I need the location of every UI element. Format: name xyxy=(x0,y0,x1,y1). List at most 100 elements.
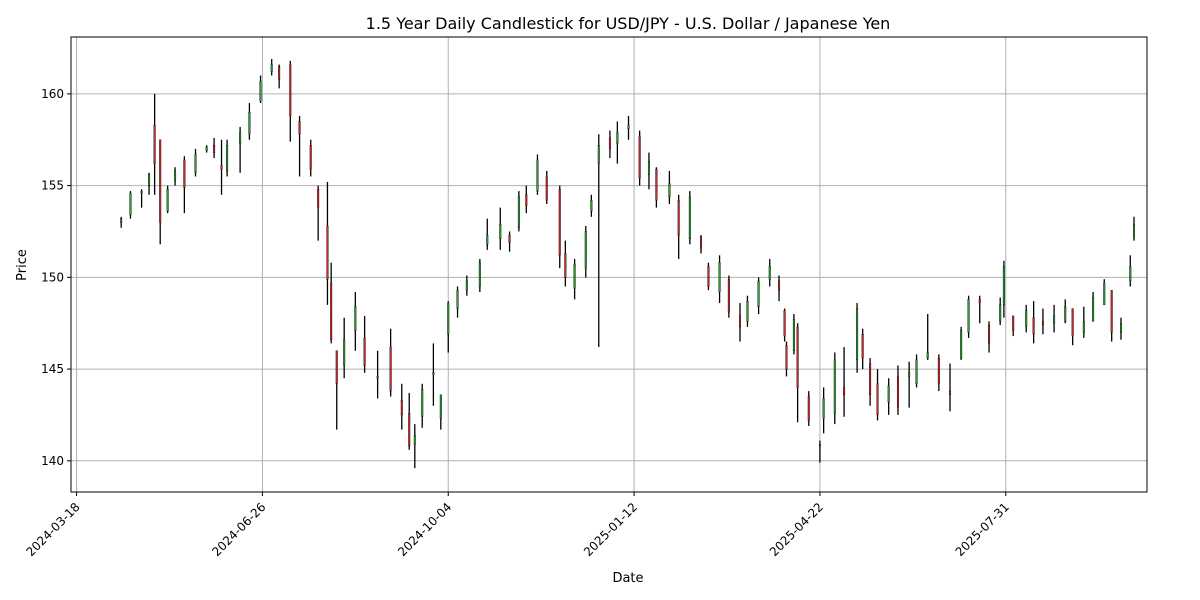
candle xyxy=(354,292,357,351)
candle-body xyxy=(278,66,281,80)
candle xyxy=(833,352,836,425)
candle-body xyxy=(120,218,123,223)
candle-body xyxy=(400,400,403,416)
candle xyxy=(988,321,991,353)
candle-body xyxy=(843,387,846,395)
candle-body xyxy=(668,183,671,197)
candle xyxy=(739,303,742,342)
candle xyxy=(688,191,691,245)
candle-body xyxy=(389,346,392,392)
candle-body xyxy=(289,64,292,117)
candle xyxy=(627,115,630,140)
candle-body xyxy=(807,396,810,421)
y-axis-ticks: 140 145 150 155 160 xyxy=(41,87,71,468)
candle-body xyxy=(220,165,223,170)
candle-body xyxy=(1041,321,1044,326)
candle xyxy=(785,341,788,377)
candle-body xyxy=(757,280,760,307)
candle xyxy=(564,240,567,287)
candle-body xyxy=(270,64,273,73)
candle xyxy=(608,130,611,159)
candle xyxy=(1053,304,1056,333)
candle-body xyxy=(298,121,301,135)
candle-body xyxy=(792,319,795,351)
candle-body xyxy=(153,124,156,164)
candle xyxy=(248,103,251,140)
candle xyxy=(400,383,403,430)
candle-body xyxy=(166,189,169,212)
candle xyxy=(807,391,810,426)
candle-body xyxy=(999,304,1002,322)
x-tick-label: 2024-06-26 xyxy=(209,500,268,559)
candle-body xyxy=(978,299,981,304)
candle-body xyxy=(1082,321,1085,333)
candle xyxy=(746,295,749,327)
candle xyxy=(421,383,424,428)
candle xyxy=(1041,308,1044,335)
candle-body xyxy=(937,357,940,384)
candle-body xyxy=(564,253,567,278)
candle-body xyxy=(818,444,821,447)
candle-body xyxy=(785,345,788,370)
candle xyxy=(647,152,650,190)
candle-body xyxy=(573,264,576,289)
candle xyxy=(499,207,502,250)
candle xyxy=(876,369,879,421)
candle xyxy=(1025,304,1028,333)
candle xyxy=(718,255,721,304)
x-tick-label: 2025-07-31 xyxy=(953,500,1012,559)
candle-body xyxy=(1071,308,1074,337)
candle xyxy=(536,154,539,195)
candle-body xyxy=(727,278,730,313)
candle xyxy=(343,317,346,379)
candle xyxy=(573,258,576,300)
candle xyxy=(967,295,970,338)
candle-body xyxy=(1132,223,1135,238)
candle-body xyxy=(822,398,825,419)
candle-body xyxy=(343,339,346,366)
candle-body xyxy=(226,145,229,172)
candle xyxy=(677,194,680,259)
candle-body xyxy=(363,337,366,366)
candle-body xyxy=(508,234,511,243)
candle-body xyxy=(616,132,619,144)
candle xyxy=(727,275,730,318)
candle-body xyxy=(183,159,186,188)
candle xyxy=(768,258,771,287)
candle-body xyxy=(647,161,650,175)
candle-body xyxy=(783,310,786,337)
candles xyxy=(120,59,1135,469)
candle xyxy=(239,126,242,173)
candle xyxy=(270,59,273,76)
candle xyxy=(413,424,416,469)
candle-body xyxy=(525,194,528,206)
candle-body xyxy=(1012,315,1015,331)
candle-body xyxy=(335,350,338,384)
candle-body xyxy=(194,154,197,173)
candle xyxy=(1129,255,1132,287)
candle xyxy=(205,145,208,153)
candle-body xyxy=(677,200,680,236)
candle xyxy=(778,275,781,302)
candle-body xyxy=(558,189,561,256)
candle-body xyxy=(432,372,435,375)
candle xyxy=(861,328,864,370)
candle xyxy=(1119,317,1122,340)
candle-body xyxy=(421,389,424,417)
candle xyxy=(447,301,450,353)
candle-body xyxy=(778,280,781,291)
candle xyxy=(517,191,520,232)
candle-body xyxy=(517,196,520,229)
candle-body xyxy=(259,80,262,102)
candle-body xyxy=(317,189,320,208)
candle xyxy=(999,297,1002,326)
candle-body xyxy=(796,326,799,388)
candle-body xyxy=(1129,266,1132,282)
candle xyxy=(783,308,786,342)
candle-body xyxy=(608,137,611,150)
y-tick-label: 160 xyxy=(41,87,64,101)
grid xyxy=(71,37,1147,492)
candle-body xyxy=(465,280,468,291)
candle-body xyxy=(833,359,836,414)
candle-body xyxy=(376,376,379,379)
